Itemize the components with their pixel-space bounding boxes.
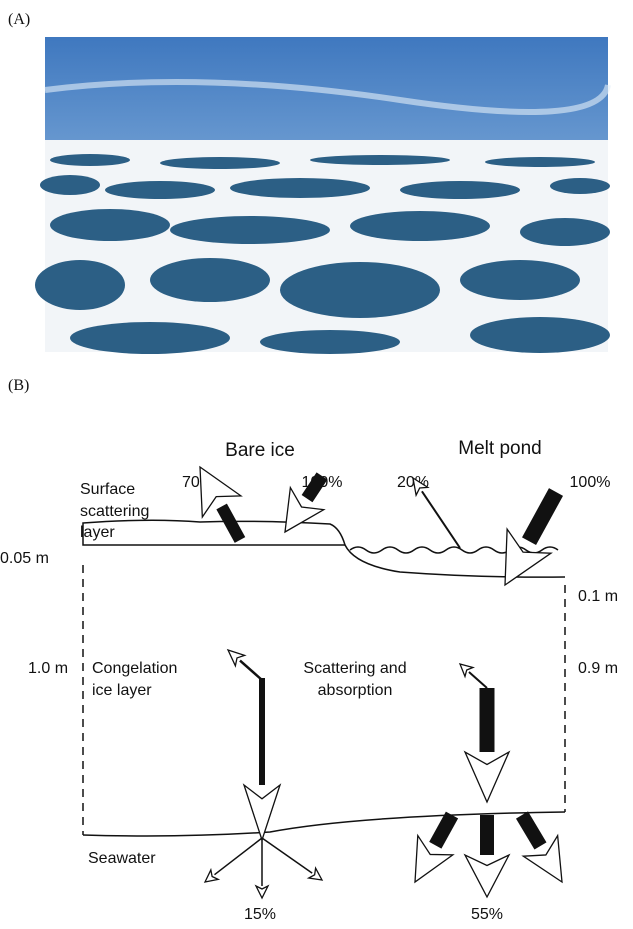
figure: (A) (B) Bare ice Melt pond 70% 100% 20% … <box>0 0 633 924</box>
arrow <box>435 815 452 845</box>
arrow <box>422 491 460 548</box>
layer-label: absorption <box>318 682 393 699</box>
arrow <box>465 855 509 897</box>
arrow <box>262 838 312 873</box>
column-label: Melt pond <box>458 438 541 459</box>
arrow <box>222 506 240 540</box>
arrow <box>214 838 262 875</box>
arrow <box>309 868 322 880</box>
layer-label: Scattering and <box>303 660 406 677</box>
layer-label: layer <box>80 524 115 541</box>
arrow <box>465 752 509 802</box>
flux-label: 55% <box>471 906 503 923</box>
thickness-label: 0.9 m <box>578 660 618 677</box>
panel-label: (B) <box>8 377 29 394</box>
arrow <box>529 492 556 541</box>
layer-label: ice layer <box>92 682 152 699</box>
arrow <box>240 661 262 680</box>
column-label: Bare ice <box>225 440 295 461</box>
page: (A) (B) Bare ice Melt pond 70% 100% 20% … <box>0 0 633 929</box>
flux-label: 20% <box>397 474 429 491</box>
arrow <box>522 815 540 846</box>
photo <box>35 37 610 354</box>
layer-label: Seawater <box>88 850 156 867</box>
layer-label: Congelation <box>92 660 177 677</box>
flux-label: 15% <box>244 906 276 923</box>
thickness-label: 0.05 m <box>0 550 49 567</box>
arrow <box>469 672 487 688</box>
layer-label: Surface <box>80 481 135 498</box>
thickness-label: 0.1 m <box>578 588 618 605</box>
arrow <box>256 886 268 898</box>
layer-label: scattering <box>80 503 149 520</box>
flux-label: 100% <box>570 474 611 491</box>
arrow <box>205 870 218 882</box>
panel-label: (A) <box>8 11 30 28</box>
thickness-label: 1.0 m <box>28 660 68 677</box>
